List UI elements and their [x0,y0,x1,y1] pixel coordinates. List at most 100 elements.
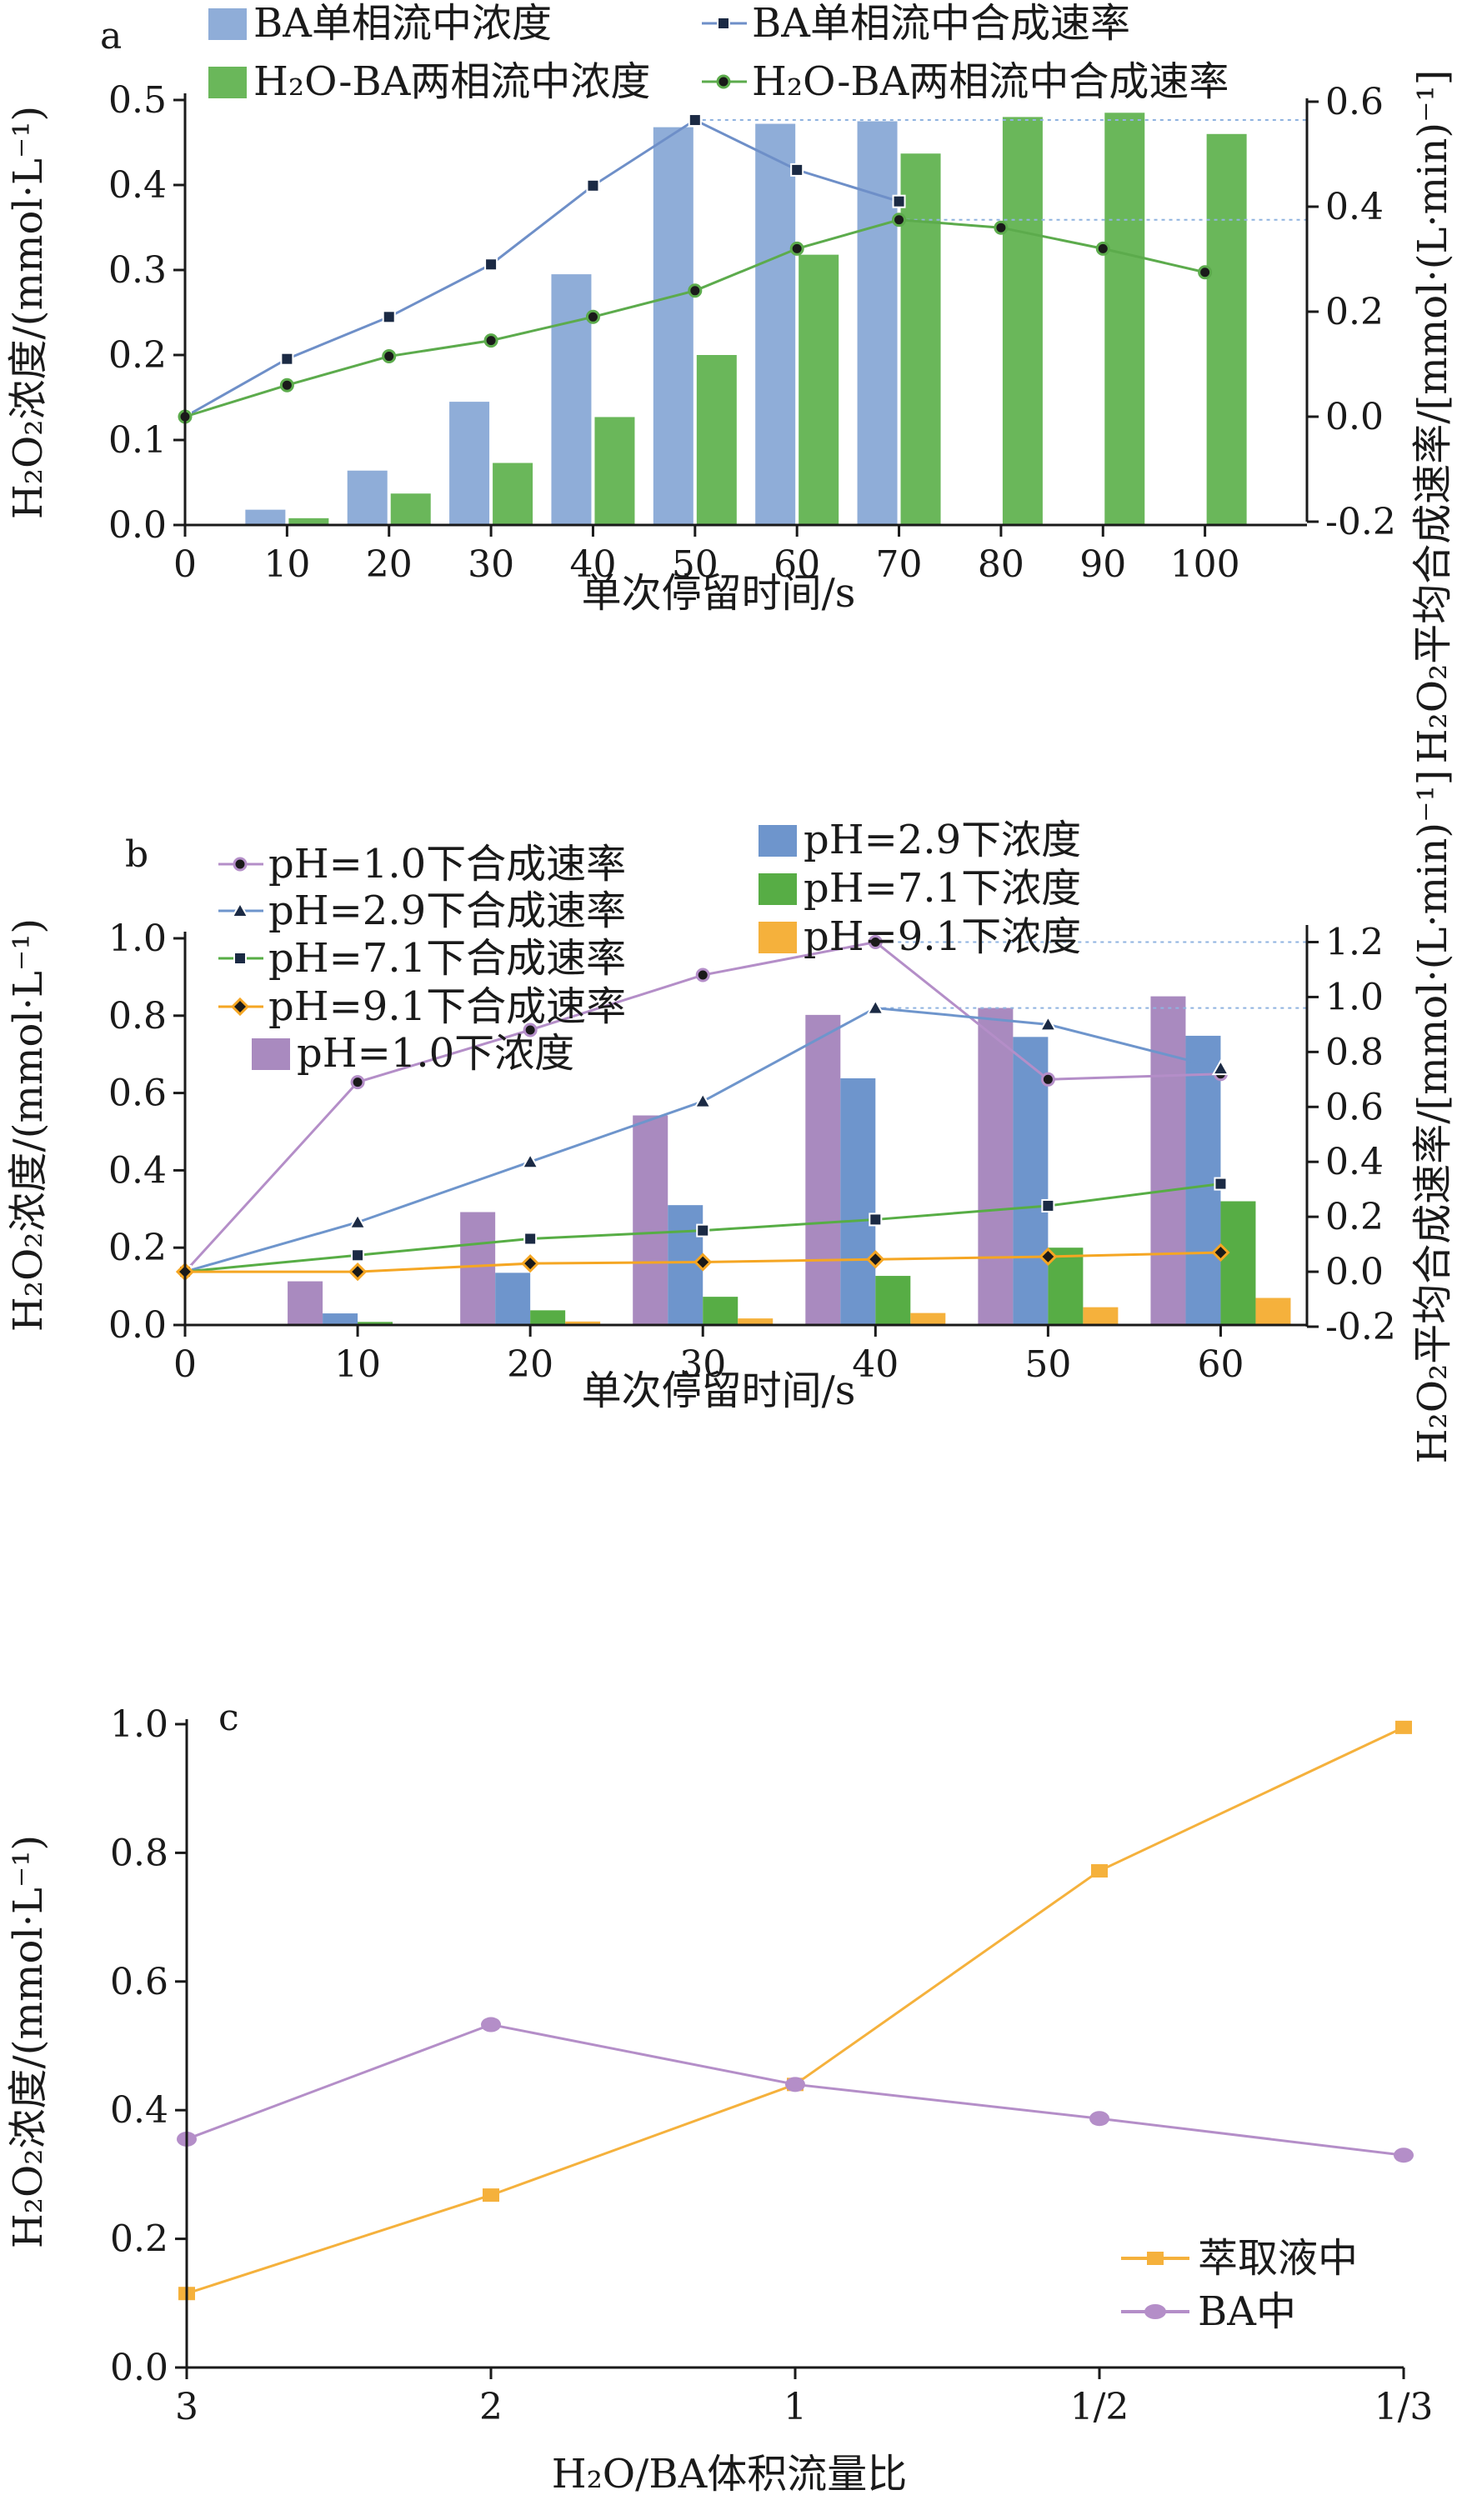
y-tick-label: 0.6 [108,1072,167,1115]
data-point [521,1254,540,1273]
data-point [484,258,498,272]
y-tick-label-right: 0.6 [1325,1086,1384,1128]
panel-label: c [218,1697,239,1739]
bar [1048,1248,1084,1325]
data-point [523,1232,538,1246]
y-tick-label: 0.8 [108,995,167,1038]
data-point [1039,1015,1058,1032]
bar [530,1310,566,1325]
x-tick-label: 70 [876,543,923,586]
data-point [348,1262,368,1282]
legend-swatch [759,873,797,905]
bar [1013,1037,1049,1325]
series-line [186,1726,1404,2295]
x-tick-label: 0 [173,1343,197,1386]
legend-marker [1144,2304,1166,2319]
data-point [280,352,294,366]
data-point [382,349,397,364]
data-point [866,998,885,1015]
data-point [585,309,600,324]
y-tick-label-right: 0.2 [1325,291,1384,333]
legend-swatch [208,8,247,40]
y-axis-title-right: H₂O₂平均合成速率/[mmol·(L·min)⁻¹] [1409,770,1456,1464]
data-point [348,1212,367,1229]
data-point [1091,1864,1108,1878]
data-point [481,2017,501,2032]
bar [857,121,898,525]
bar [449,402,490,525]
y-tick-label: 0.0 [108,504,167,547]
legend-label: H₂O-BA两相流中合成速率 [752,58,1229,105]
data-point [869,1212,883,1227]
data-point [382,310,396,324]
data-point [1211,1059,1230,1076]
bar [1150,996,1186,1325]
x-tick-label: 10 [334,1343,381,1386]
legend-swatch [208,67,247,98]
x-tick-label: 90 [1079,543,1126,586]
series-line [184,118,899,418]
data-point [1095,241,1110,256]
panel-b: 0 10 20 30 40 50 60 0.0 0.2 0.4 0.6 0.8 1.0 -0.2 0.0 0.… [5,770,1456,1464]
y-axis-title-right: H₂O₂平均合成速率/[mmol·(L·min)⁻¹] [1409,70,1456,764]
y-tick-label: 0.4 [108,1149,167,1192]
y-tick-label-right: 1.2 [1325,921,1384,963]
bar [565,1321,601,1325]
legend-swatch [252,1038,290,1070]
y-tick-label: 0.5 [108,79,167,122]
x-tick-label: 30 [468,543,514,586]
legend-marker [233,952,247,965]
bar [805,1014,841,1325]
legend-swatch [759,825,797,857]
data-point [1040,1072,1055,1087]
x-tick-label: 20 [366,543,413,586]
y-tick-label-right: 0.2 [1325,1196,1384,1238]
bar [390,493,431,525]
legend-label: pH=2.9下合成速率 [268,888,626,934]
data-point [868,934,883,949]
bar [1104,112,1145,526]
legend-marker [233,857,248,872]
bar [840,1078,876,1325]
legend-label: H₂O-BA两相流中浓度 [253,58,650,105]
panel-a: 0 10 20 30 40 50 60 70 80 90 100 0.0 0.1 0.2 0.3 0.4 0.5… [5,0,1456,763]
data-point [523,1022,538,1038]
bar [288,1281,323,1325]
panel-label: a [100,15,122,58]
bar [1083,1307,1119,1325]
bar [493,462,533,525]
x-tick-label: 3 [175,2386,198,2428]
data-point [1089,2111,1109,2127]
y-tick-label: 0.0 [110,2347,168,2389]
legend-label: pH=1.0下合成速率 [268,841,626,888]
y-tick-label-right: -0.2 [1325,1306,1396,1348]
bar [551,274,592,525]
x-tick-label: 2 [479,2386,503,2428]
bar [653,127,693,525]
x-tick-label: 40 [569,543,616,586]
bar [978,1008,1014,1325]
series-line [184,218,1205,418]
y-tick-label: 0.4 [108,164,167,207]
x-tick-label: 100 [1170,543,1240,586]
y-tick-label: 0.6 [110,1961,168,2003]
legend-label: BA单相流中合成速率 [752,0,1130,47]
y-tick-label: 0.2 [108,334,167,377]
data-point [790,162,804,177]
y-tick-label-right: 0.4 [1325,1141,1384,1183]
x-tick-label: 40 [852,1343,899,1386]
data-point [521,1152,539,1169]
data-point [350,1075,365,1090]
bar [347,470,388,525]
bar [594,417,635,525]
data-point [892,212,907,228]
legend-label: pH=7.1下合成速率 [268,935,626,982]
x-tick-label: 0 [173,543,197,586]
x-axis-title: 单次停留时间/s [582,570,856,617]
x-tick-label: 80 [978,543,1024,586]
bar [1206,133,1247,526]
data-point [1395,1720,1412,1734]
bar [900,153,941,525]
legend-marker [231,901,249,918]
